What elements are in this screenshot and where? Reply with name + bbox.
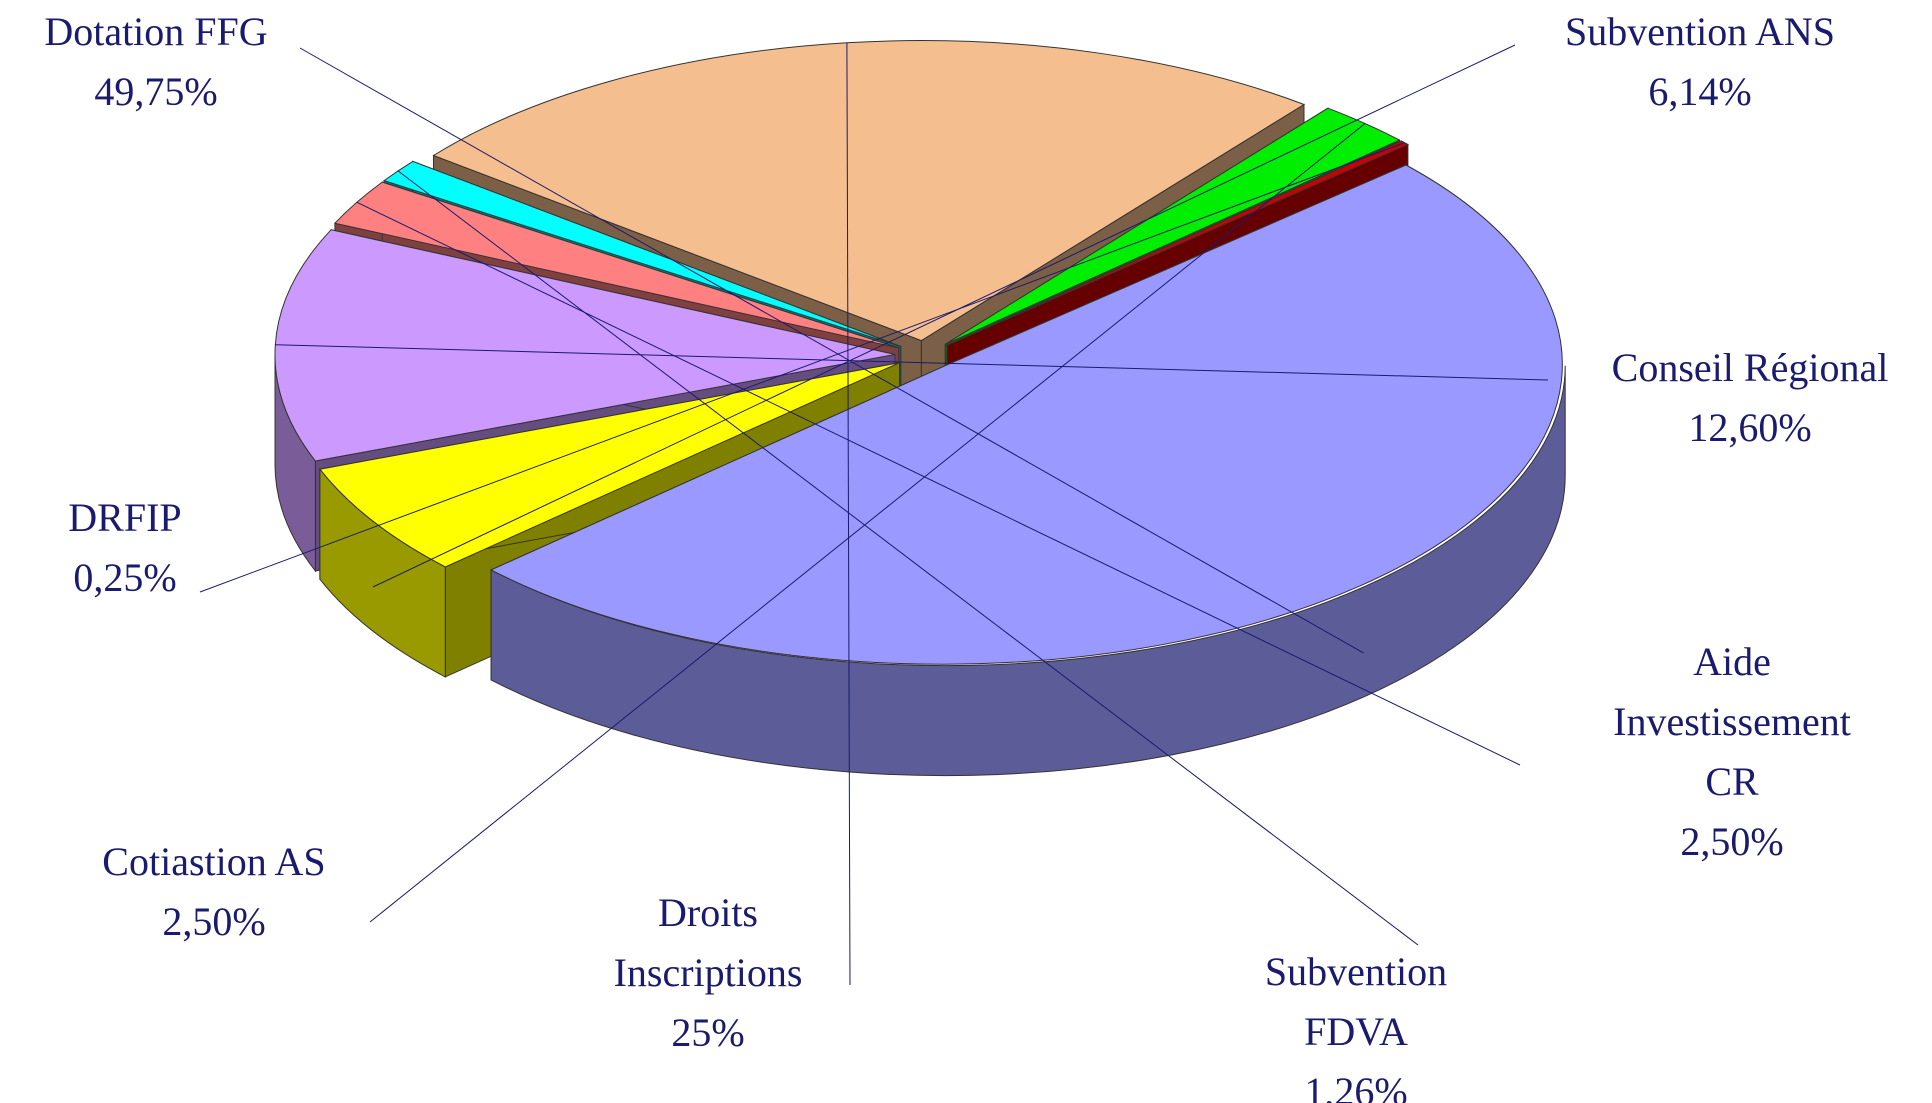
slice-name: Conseil Régional (1611, 345, 1889, 390)
slice-side (490, 365, 1566, 777)
slice (432, 40, 1306, 342)
slice-name: DRFIP (68, 495, 182, 540)
slice-value: 12,60% (1688, 405, 1812, 450)
leader-line (356, 201, 1521, 766)
slice-value: 1,26% (1304, 1069, 1408, 1103)
slice-label: Dotation FFG 49,75% (0, 2, 356, 122)
slice-name: Aide Investissement CR (1613, 639, 1851, 804)
slice-value: 6,14% (1648, 69, 1752, 114)
slice-value: 25% (671, 1010, 745, 1055)
slice-name: Dotation FFG (44, 9, 268, 54)
slice-name: Droits Inscriptions (613, 890, 803, 995)
leader-line (299, 47, 1364, 654)
slice-label: DRFIP 0,25% (0, 488, 275, 608)
slice-label: Cotiastion AS 2,50% (14, 832, 414, 952)
slice-value: 0,25% (73, 555, 177, 600)
slice-value: 2,50% (1680, 819, 1784, 864)
slice-value: 2,50% (162, 899, 266, 944)
slice (318, 362, 900, 568)
slice-label: Subvention FDVA 1,26% (1231, 942, 1481, 1103)
slice-name: Subvention ANS (1564, 9, 1836, 54)
slice-label: Droits Inscriptions 25% (583, 883, 833, 1063)
slice (489, 164, 1563, 665)
slice-name: Subvention FDVA (1264, 949, 1448, 1054)
leader-line (199, 142, 1405, 593)
leader-line (275, 344, 1549, 381)
leader-line (369, 123, 1366, 923)
slice-label: Conseil Régional 12,60% (1550, 338, 1932, 458)
slice (274, 229, 896, 462)
leader-line (846, 42, 851, 986)
slice-name: Cotiastion AS (102, 839, 326, 884)
slice-label: Aide Investissement CR 2,50% (1587, 632, 1877, 872)
slice-value: 49,75% (94, 69, 218, 114)
slice-label: Subvention ANS 6,14% (1500, 2, 1900, 122)
leader-line (372, 44, 1516, 588)
leader-line (397, 170, 1419, 946)
